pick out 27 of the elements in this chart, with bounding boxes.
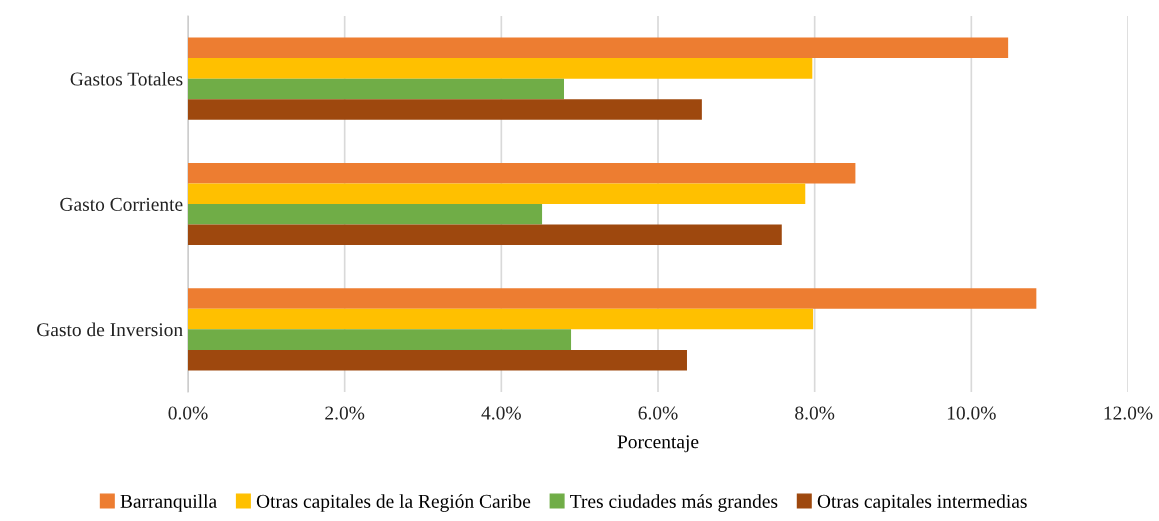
bar — [188, 37, 1009, 59]
x-tick-label: 6.0% — [638, 406, 678, 420]
legend-label: Otras capitales de la Región Caribe — [256, 494, 531, 512]
legend-label: Tres ciudades más grandes — [570, 494, 778, 512]
bar — [188, 204, 543, 225]
y-tick-label: Gasto de Inversion — [37, 322, 183, 337]
x-tick-label: 8.0% — [795, 406, 835, 420]
x-tick-label: 4.0% — [481, 406, 521, 420]
bar — [188, 288, 1037, 309]
bar — [188, 349, 687, 371]
bar — [188, 99, 702, 120]
bar — [188, 58, 813, 79]
bar — [188, 183, 806, 204]
bar — [188, 162, 856, 184]
x-tick-label: 12.0% — [1104, 406, 1153, 420]
x-tick-label: 0.0% — [168, 406, 208, 420]
x-axis-title: Porcentaje — [617, 435, 699, 453]
legend-label: Otras capitales intermedias — [817, 494, 1027, 512]
x-tick-label: 10.0% — [947, 406, 996, 420]
bar — [188, 329, 572, 350]
x-tick-label: 2.0% — [325, 406, 365, 420]
legend-label: Barranquilla — [120, 494, 217, 512]
y-tick-label: Gastos Totales — [70, 71, 183, 86]
bar — [188, 308, 814, 330]
bar — [188, 78, 564, 100]
y-tick-label: Gasto Corriente — [60, 197, 183, 211]
bar — [188, 224, 782, 246]
